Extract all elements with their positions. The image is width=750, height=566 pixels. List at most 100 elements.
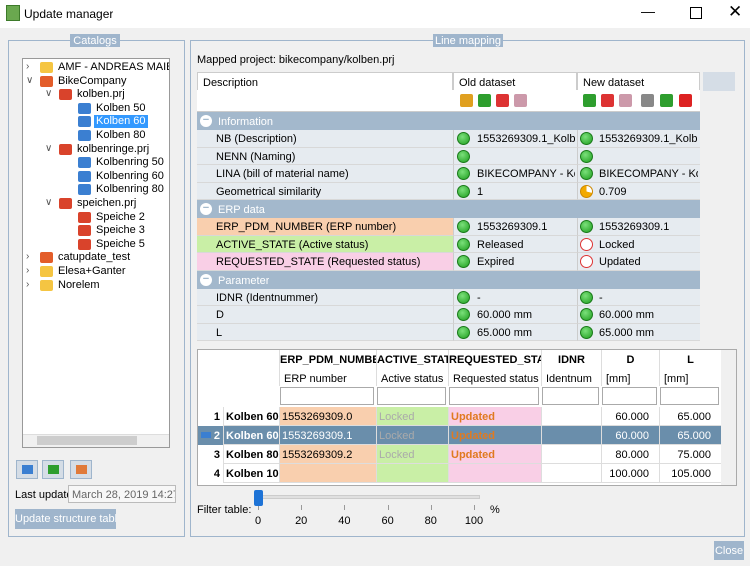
toolbar-icon[interactable] (496, 94, 509, 107)
last-update-label: Last update (15, 489, 73, 501)
app-icon (6, 5, 20, 21)
slider-track (258, 495, 480, 499)
new-cell (577, 306, 700, 324)
group-toggle[interactable]: − (200, 273, 212, 286)
new-value: - (599, 291, 603, 304)
group-toggle[interactable]: − (200, 115, 212, 127)
tree-expander[interactable]: › (26, 61, 30, 72)
mapped-project: Mapped project: bikecompany/kolben.prj (197, 54, 395, 66)
table-cell: Kolben 100 (223, 464, 279, 483)
tree-item[interactable]: Kolben 50 (96, 101, 146, 114)
minimize-button[interactable]: — (641, 3, 655, 19)
filter-input[interactable] (602, 387, 657, 405)
update-structure-button[interactable]: Update structure table (15, 509, 116, 529)
tree-item[interactable]: kolben.prj (77, 88, 125, 101)
old-value: 1553269309.1 (477, 221, 548, 233)
tree-item[interactable]: catupdate_test (58, 251, 131, 264)
tree-expander[interactable]: ∨ (26, 74, 34, 86)
new-value: 1553269309.1 (599, 221, 670, 233)
old-value (477, 151, 575, 164)
scrollbar (721, 350, 736, 485)
column-unit: [mm] (659, 370, 721, 386)
tree-item[interactable]: Speiche 3 (96, 224, 145, 237)
toolbar-icon[interactable] (660, 94, 673, 107)
tree-item[interactable]: AMF - ANDREAS MAIER GMI (58, 61, 169, 73)
tool-icon (76, 465, 87, 474)
tree-item[interactable]: BikeCompany (58, 74, 127, 87)
tree-expander[interactable]: › (26, 278, 30, 290)
tree-icon (59, 89, 72, 101)
slider-tick-label: 60 (381, 515, 394, 527)
tree-item[interactable]: Speiche 2 (96, 210, 145, 223)
toolbar-icon[interactable] (514, 94, 527, 107)
filter-input[interactable] (377, 387, 446, 405)
panel-title: Line mapping (433, 34, 503, 47)
tree-expander[interactable]: ∨ (45, 88, 53, 100)
tree-item[interactable]: speichen.prj (77, 197, 137, 209)
old-cell (453, 147, 577, 165)
tree-item[interactable]: Kolbenring 80 (96, 183, 164, 196)
tree-icon (40, 252, 53, 264)
column-name: IDNR (541, 350, 601, 370)
tree-item[interactable]: Kolbenring 60 (96, 169, 164, 182)
tree-item[interactable]: Kolbenring 50 (96, 156, 164, 169)
tree-item[interactable]: Norelem (58, 278, 100, 291)
status-icon (580, 237, 593, 251)
old-value: 65.000 mm (477, 326, 533, 339)
maximize-button[interactable] (690, 7, 702, 19)
old-value: Expired (477, 256, 515, 268)
table-cell: Updated (448, 445, 541, 464)
slider-tick (387, 505, 389, 510)
old-cell (453, 165, 577, 183)
group-row (197, 112, 700, 130)
tree-expander[interactable]: › (26, 265, 30, 276)
status-icon (457, 132, 470, 145)
column-unit: [mm] (601, 370, 659, 386)
tree-expander[interactable]: ∨ (45, 197, 53, 208)
tree-icon (78, 102, 91, 114)
toolbar-icon[interactable] (478, 94, 491, 107)
slider-thumb[interactable] (254, 490, 263, 506)
tree-expander[interactable]: ∨ (45, 142, 53, 154)
tree-item[interactable]: Kolben 60 (94, 115, 148, 129)
tool-button[interactable] (42, 460, 64, 479)
tree-item[interactable]: Speiche 5 (96, 237, 145, 250)
row-number: 2 (213, 430, 220, 442)
toolbar-icon[interactable] (460, 94, 473, 107)
tree-item[interactable]: Elesa+Ganter (58, 265, 126, 277)
filter-input[interactable] (449, 387, 539, 405)
description-cell: L (197, 323, 453, 341)
toolbar-icon[interactable] (583, 94, 596, 107)
tool-button[interactable] (70, 460, 92, 479)
slider-tick-label: 100 (464, 515, 484, 527)
toolbar-icon[interactable] (679, 94, 692, 107)
tool-button[interactable] (16, 460, 38, 479)
new-value: 60.000 mm (599, 309, 655, 321)
tree-expander[interactable]: › (26, 251, 30, 263)
tree-icon (40, 62, 53, 73)
column-name: L (659, 350, 721, 370)
title-bar: Update manager — ✕ (0, 0, 750, 28)
table-cell: Kolben 80 (223, 445, 279, 464)
last-update-field: March 28, 2019 14:27:19 (68, 485, 176, 503)
filter-input[interactable] (660, 387, 719, 405)
filter-label: Filter table: (197, 504, 252, 516)
status-icon (580, 308, 593, 321)
filter-input[interactable] (280, 387, 374, 405)
filter-input[interactable] (542, 387, 599, 405)
status-icon (457, 325, 470, 339)
tree-item[interactable]: Kolben 80 (96, 129, 146, 141)
toolbar-icon[interactable] (601, 94, 614, 107)
tree-item[interactable]: kolbenringe.prj (77, 142, 150, 155)
new-cell (577, 165, 700, 183)
tree-icon (78, 116, 91, 128)
close-window-button[interactable]: ✕ (728, 2, 743, 21)
toolbar-icon[interactable] (619, 94, 632, 107)
toolbar-icon[interactable] (641, 94, 654, 107)
scroll-thumb (37, 436, 137, 445)
group-toggle[interactable]: − (200, 203, 212, 215)
slider-tick (344, 505, 346, 510)
close-button[interactable]: Close (714, 541, 744, 560)
tree-view[interactable]: › AMF - ANDREAS MAIER GMI ∨ BikeCompany ∨ kol… (22, 58, 170, 448)
new-value: Locked (599, 238, 635, 251)
